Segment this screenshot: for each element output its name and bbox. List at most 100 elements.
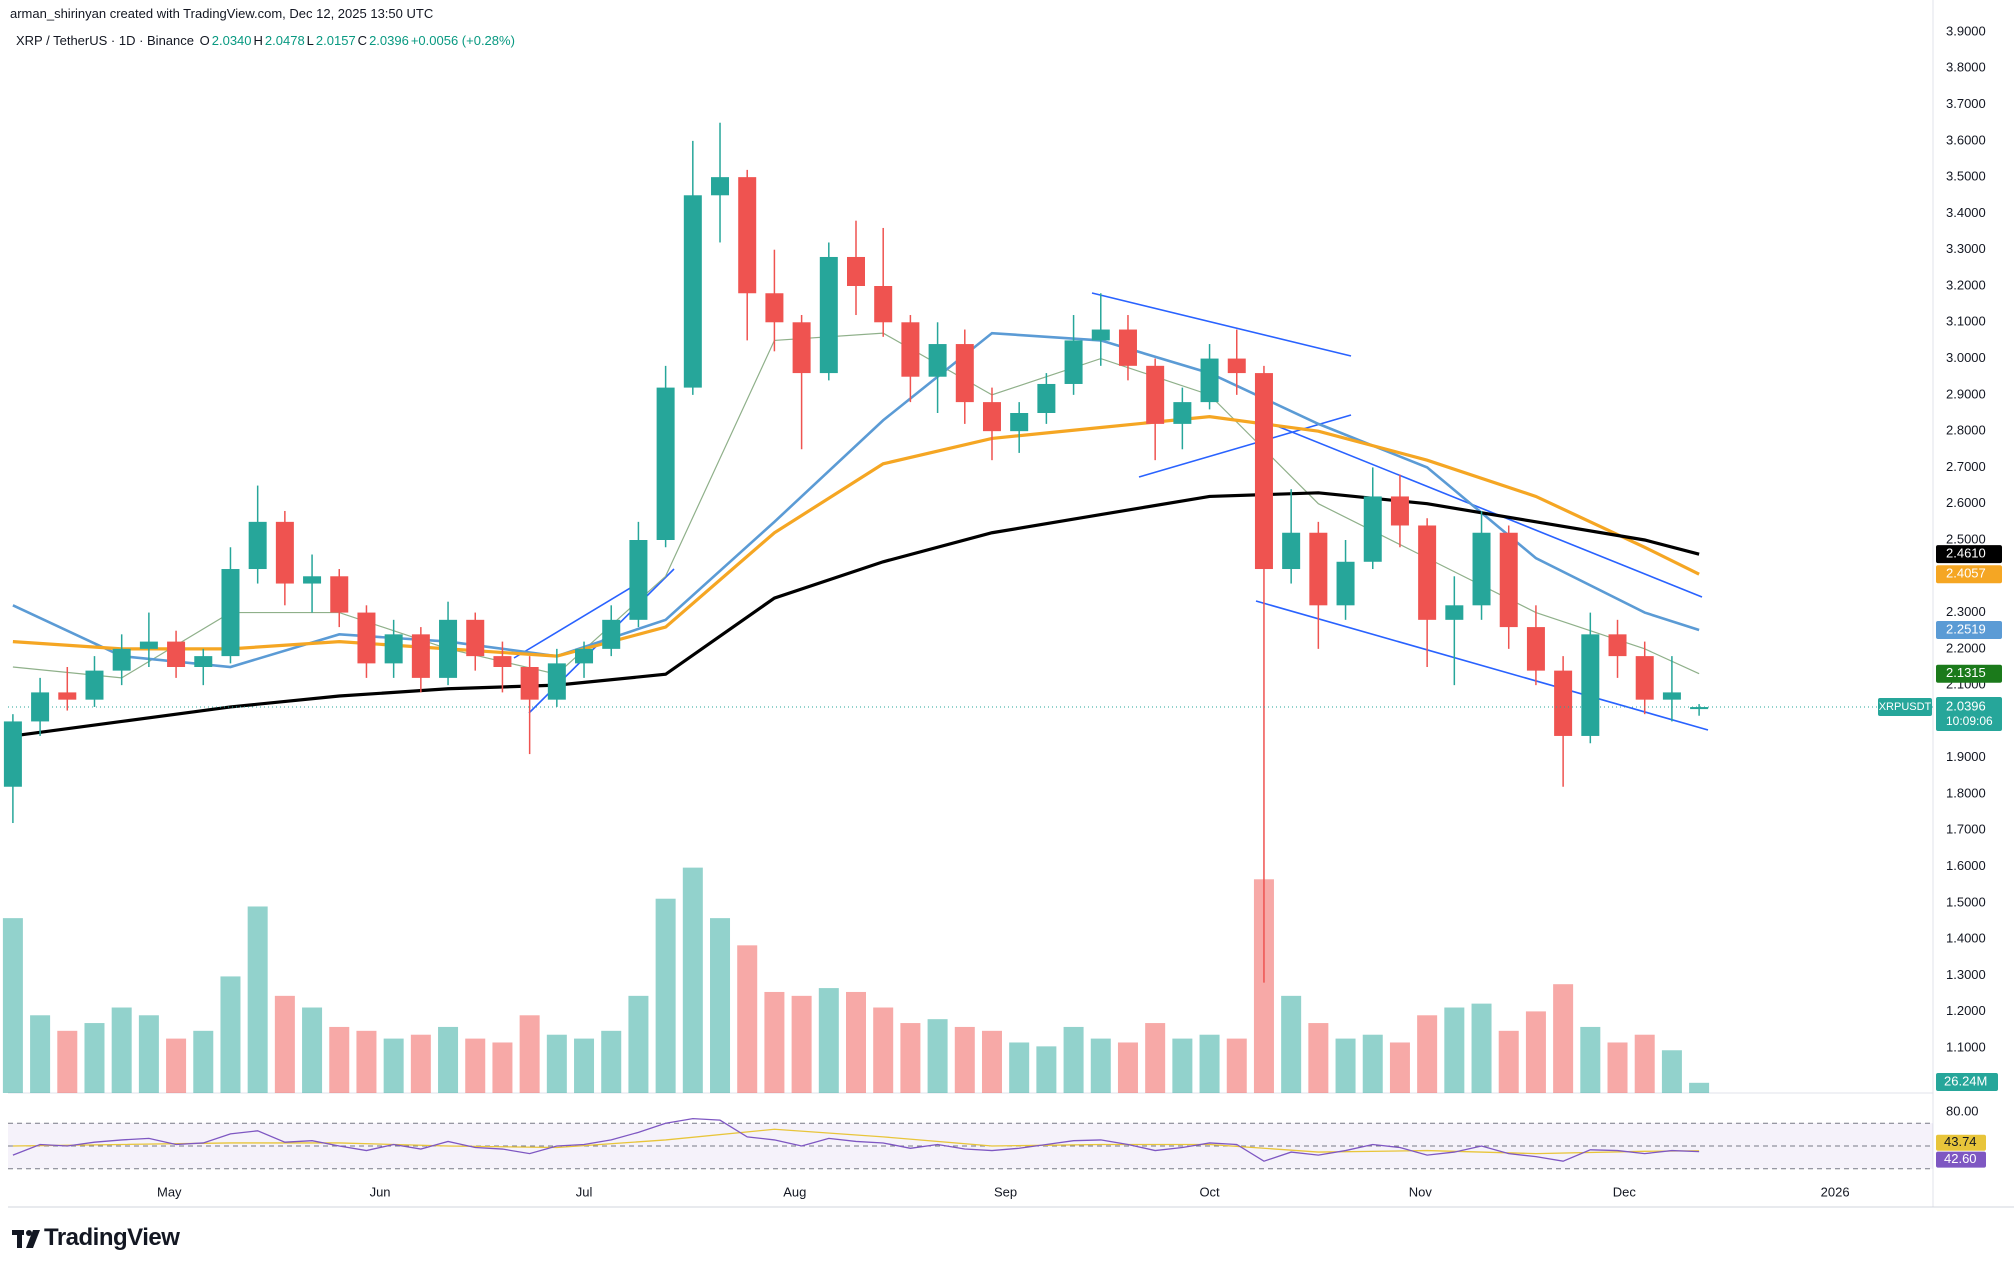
price-label-bg xyxy=(1936,697,2002,732)
ma-label: 2.4057 xyxy=(1946,566,1986,581)
candle-body xyxy=(1445,605,1464,620)
y-tick-label: 3.5000 xyxy=(1946,169,1986,184)
volume-bar xyxy=(247,906,268,1093)
volume-bar xyxy=(1226,1038,1247,1093)
volume-bar xyxy=(1580,1026,1601,1093)
candle-body xyxy=(384,634,403,664)
trendline xyxy=(1255,600,1709,731)
volume-label: 26.24M xyxy=(1944,1073,1987,1088)
candle-body xyxy=(1254,373,1273,570)
y-tick-label: 2.3000 xyxy=(1946,604,1986,619)
volume-bar xyxy=(30,1015,51,1093)
candle-body xyxy=(1200,358,1219,403)
volume-bar xyxy=(791,995,812,1093)
rsi-ma-label-bg xyxy=(1936,1134,1986,1151)
trendline xyxy=(1138,414,1352,478)
candle-body xyxy=(248,521,267,570)
y-tick-label: 3.9000 xyxy=(1946,23,1986,38)
y-tick-label: 2.5000 xyxy=(1946,531,1986,546)
volume-bar xyxy=(601,1030,622,1093)
volume-bar xyxy=(764,991,785,1093)
candle-body xyxy=(1037,383,1056,413)
x-tick-label: Jun xyxy=(370,1184,391,1199)
candle-body xyxy=(411,634,430,678)
y-tick-label: 3.1000 xyxy=(1946,314,1986,329)
candle-body xyxy=(221,569,240,657)
y-tick-label: 2.6000 xyxy=(1946,495,1986,510)
ohlc-value: 2.0396 xyxy=(369,33,409,48)
candle-body xyxy=(1336,561,1355,606)
candle-body xyxy=(1282,532,1301,570)
credit: arman_shirinyan created with TradingView… xyxy=(10,6,434,21)
moving-average xyxy=(12,415,1700,658)
trendline xyxy=(513,580,643,659)
candle-body xyxy=(1064,340,1083,384)
volume-bar xyxy=(655,898,676,1093)
volume-bar xyxy=(1281,995,1302,1093)
ma-label-bg xyxy=(1936,664,2002,683)
candle-body xyxy=(466,619,485,657)
volume-bar xyxy=(166,1038,187,1093)
volume-bar xyxy=(410,1034,431,1093)
x-tick-label: Nov xyxy=(1409,1184,1433,1199)
candle-body xyxy=(1499,532,1518,628)
y-tick-label: 3.7000 xyxy=(1946,96,1986,111)
ohlc-key: H xyxy=(253,33,263,48)
volume-bar xyxy=(57,1030,78,1093)
candle-body xyxy=(275,521,294,584)
volume-bar xyxy=(873,1007,894,1093)
volume-bar xyxy=(465,1038,486,1093)
rsi-label-bg xyxy=(1936,1151,1986,1168)
volume-label-bg xyxy=(1936,1073,1998,1091)
ma-label: 2.1315 xyxy=(1946,665,1986,680)
y-tick-label: 1.8000 xyxy=(1946,785,1986,800)
volume-bar xyxy=(438,1026,459,1093)
volume-bar xyxy=(1308,1023,1329,1093)
candle-body xyxy=(575,648,594,664)
candle-body xyxy=(928,344,947,377)
symbol-legend: XRP / TetherUS · 1D · Binance O 2.0340 H 2.… xyxy=(16,33,517,48)
volume-bar xyxy=(1063,1026,1084,1093)
ma-label: 2.2519 xyxy=(1946,621,1986,636)
volume-bar xyxy=(546,1034,567,1093)
trendline xyxy=(1091,292,1352,357)
candle-body xyxy=(874,286,893,323)
volume-bar xyxy=(274,995,295,1093)
volume-bar xyxy=(574,1038,595,1093)
volume-bar xyxy=(1199,1034,1220,1093)
y-tick-label: 2.2000 xyxy=(1946,640,1986,655)
x-tick-label: Aug xyxy=(783,1184,806,1199)
candle-body xyxy=(819,256,838,374)
candle-body xyxy=(194,656,213,667)
candle-body xyxy=(1091,329,1110,341)
candle-body xyxy=(303,576,322,584)
y-tick-label: 1.4000 xyxy=(1946,931,1986,946)
x-tick-label: Jul xyxy=(576,1184,593,1199)
moving-average xyxy=(12,491,1700,738)
y-tick-label: 3.3000 xyxy=(1946,241,1986,256)
ma-label: 2.4610 xyxy=(1946,546,1986,561)
candle-body xyxy=(520,667,539,700)
candle-body xyxy=(629,540,648,620)
ma-label-bg xyxy=(1936,545,2002,564)
y-tick-label: 1.9000 xyxy=(1946,749,1986,764)
y-tick-label: 1.2000 xyxy=(1946,1003,1986,1018)
y-tick-label: 1.1000 xyxy=(1946,1039,1986,1054)
volume-bar xyxy=(84,1023,105,1093)
volume-bar xyxy=(1689,1082,1710,1093)
candle-body xyxy=(167,641,186,667)
volume-bar xyxy=(818,988,839,1093)
candle-body xyxy=(58,692,77,700)
volume-bar xyxy=(981,1030,1002,1093)
candle-body xyxy=(711,177,730,196)
y-tick-label: 1.5000 xyxy=(1946,894,1986,909)
y-tick-label: 2.9000 xyxy=(1946,386,1986,401)
volume-bar xyxy=(2,918,23,1093)
candle-body xyxy=(3,721,22,787)
candle-body xyxy=(1227,358,1246,374)
candle-body xyxy=(656,387,675,540)
volume-bar xyxy=(356,1030,377,1093)
price-tag-symbol: XRPUSDT xyxy=(1879,701,1932,713)
candle-body xyxy=(85,670,104,700)
